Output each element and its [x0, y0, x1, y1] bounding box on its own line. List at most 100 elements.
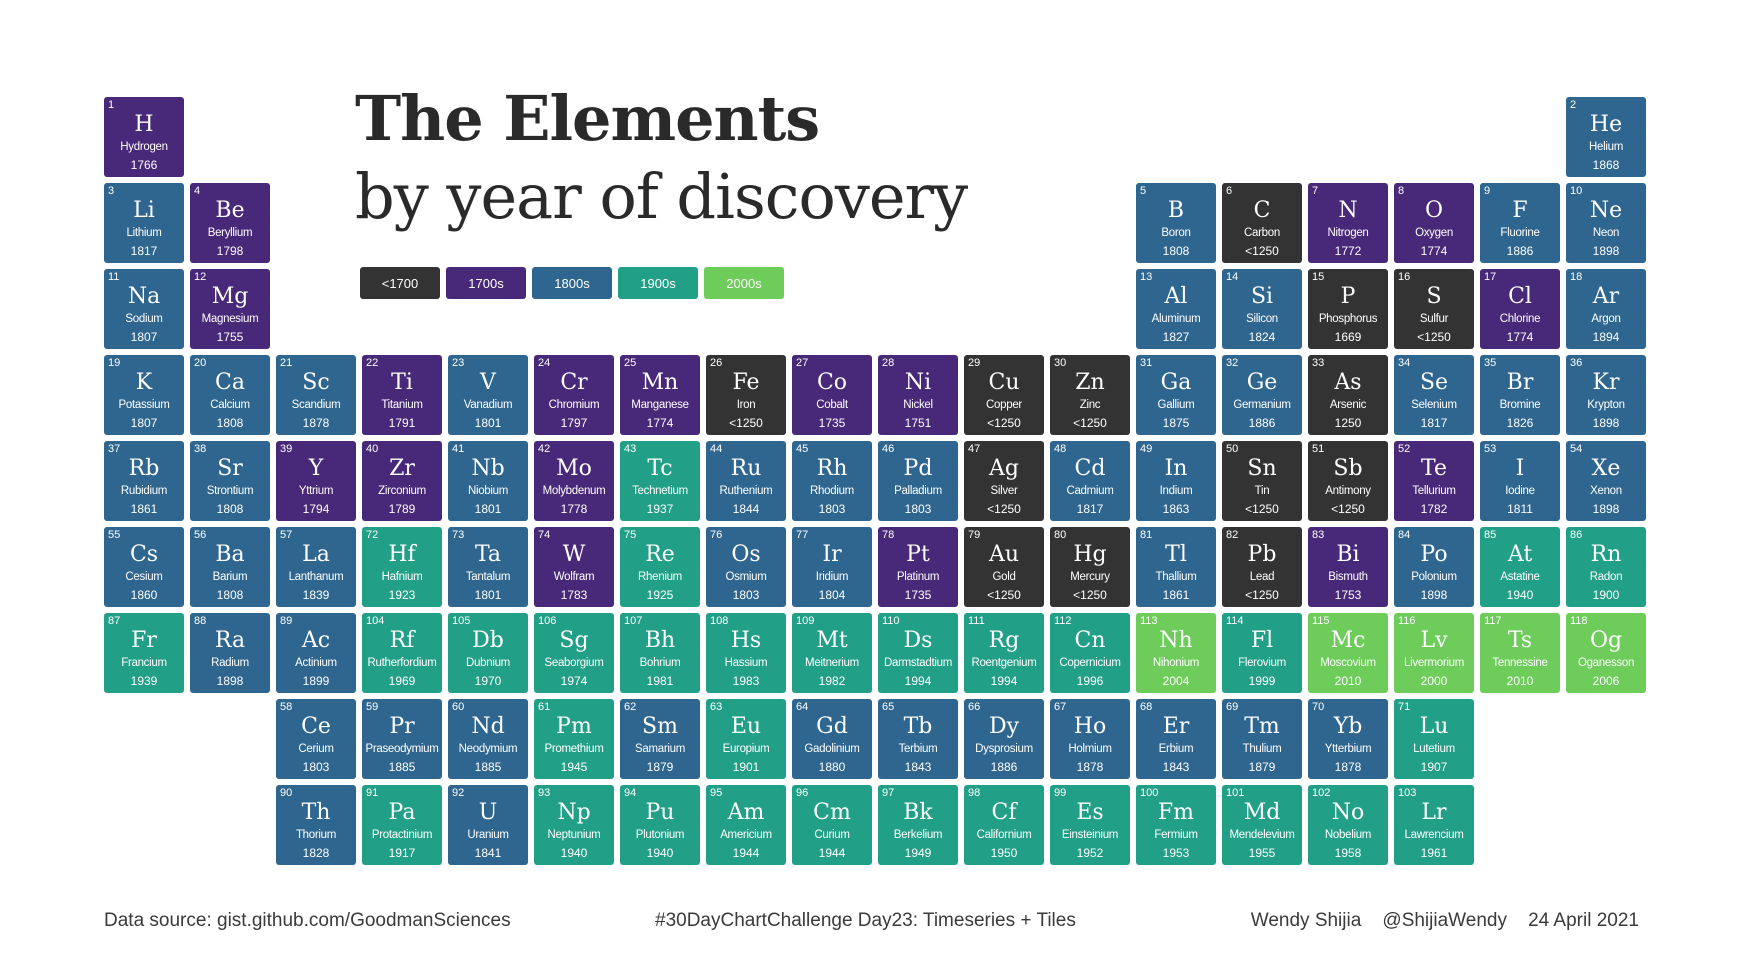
atomic-number: 28 — [882, 357, 895, 369]
atomic-number: 6 — [1226, 185, 1233, 197]
element-name: Scandium — [291, 399, 341, 411]
element-symbol: Au — [988, 542, 1020, 567]
discovery-year: 1863 — [1162, 502, 1190, 516]
element-tile-cd: 48 Cd Cadmium 1817 — [1050, 441, 1130, 521]
element-symbol: Ru — [730, 456, 762, 481]
element-tile-pr: 59 Pr Praseodymium 1885 — [362, 699, 442, 779]
discovery-year: 1898 — [1592, 244, 1620, 258]
element-tile-pd: 46 Pd Palladium 1803 — [878, 441, 958, 521]
element-symbol: Ca — [215, 370, 245, 395]
element-tile-yb: 70 Yb Ytterbium 1878 — [1308, 699, 1388, 779]
element-symbol: Mt — [816, 628, 848, 653]
element-name: Berkelium — [893, 829, 943, 841]
discovery-year: 1841 — [474, 846, 502, 860]
atomic-number: 87 — [108, 615, 121, 627]
discovery-year: 1944 — [818, 846, 846, 860]
discovery-year: 1807 — [130, 330, 158, 344]
element-name: Francium — [121, 657, 167, 669]
discovery-year: 1879 — [646, 760, 674, 774]
element-name: Ytterbium — [1324, 743, 1372, 755]
atomic-number: 46 — [882, 443, 895, 455]
element-tile-zn: 30 Zn Zinc <1250 — [1050, 355, 1130, 435]
discovery-year: 2006 — [1592, 674, 1620, 688]
element-name: Lithium — [126, 227, 162, 239]
element-symbol: Md — [1243, 800, 1281, 825]
element-tile-br: 35 Br Bromine 1826 — [1480, 355, 1560, 435]
element-symbol: Tl — [1165, 542, 1187, 567]
element-name: Gadolinium — [804, 743, 860, 755]
element-symbol: Na — [127, 284, 161, 309]
element-name: Aluminum — [1151, 313, 1201, 325]
element-tile-he: 2 He Helium 1868 — [1566, 97, 1646, 177]
discovery-year: 1801 — [474, 588, 502, 602]
element-tile-md: 101 Md Mendelevium 1955 — [1222, 785, 1302, 865]
discovery-year: 1940 — [646, 846, 674, 860]
atomic-number: 108 — [710, 615, 729, 627]
element-tile-p: 15 P Phosphorus 1669 — [1308, 269, 1388, 349]
discovery-year: 1669 — [1334, 330, 1362, 344]
atomic-number: 115 — [1312, 615, 1330, 627]
element-tile-kr: 36 Kr Krypton 1898 — [1566, 355, 1646, 435]
element-tile-ar: 18 Ar Argon 1894 — [1566, 269, 1646, 349]
element-name: Thorium — [295, 829, 337, 841]
element-name: Meitnerium — [805, 657, 859, 669]
element-symbol: C — [1253, 198, 1271, 223]
discovery-year: 1983 — [732, 674, 760, 688]
atomic-number: 15 — [1312, 271, 1325, 283]
discovery-year: 1868 — [1592, 158, 1620, 172]
element-symbol: P — [1340, 284, 1356, 309]
element-symbol: Ds — [903, 628, 933, 653]
element-tile-mo: 42 Mo Molybdenum 1778 — [534, 441, 614, 521]
atomic-number: 11 — [108, 271, 120, 283]
element-name: Sulfur — [1419, 313, 1449, 325]
discovery-year: 1860 — [130, 588, 158, 602]
element-tile-bi: 83 Bi Bismuth 1753 — [1308, 527, 1388, 607]
atomic-number: 73 — [452, 529, 465, 541]
discovery-year: 1861 — [1162, 588, 1190, 602]
element-symbol: Tc — [647, 456, 673, 481]
discovery-year: 1774 — [1506, 330, 1534, 344]
atomic-number: 59 — [366, 701, 379, 713]
element-name: Protactinium — [371, 829, 433, 841]
discovery-year: 1774 — [646, 416, 674, 430]
discovery-year: 1923 — [388, 588, 416, 602]
element-tile-sb: 51 Sb Antimony <1250 — [1308, 441, 1388, 521]
element-name: Palladium — [894, 485, 942, 497]
atomic-number: 31 — [1140, 357, 1153, 369]
atomic-number: 86 — [1570, 529, 1583, 541]
discovery-year: 1817 — [1076, 502, 1104, 516]
discovery-year: <1250 — [1331, 502, 1365, 516]
element-symbol: In — [1164, 456, 1188, 481]
element-name: Manganese — [631, 399, 689, 411]
element-symbol: B — [1167, 198, 1185, 223]
element-name: Tellurium — [1412, 485, 1456, 497]
atomic-number: 97 — [882, 787, 895, 799]
element-name: Samarium — [634, 743, 685, 755]
element-name: Yttrium — [298, 485, 334, 497]
atomic-number: 62 — [624, 701, 637, 713]
element-tile-ho: 67 Ho Holmium 1878 — [1050, 699, 1130, 779]
element-tile-mn: 25 Mn Manganese 1774 — [620, 355, 700, 435]
element-symbol: Nh — [1159, 628, 1193, 653]
atomic-number: 29 — [968, 357, 981, 369]
atomic-number: 37 — [108, 443, 121, 455]
atomic-number: 3 — [108, 185, 115, 197]
element-name: Silicon — [1246, 313, 1278, 325]
discovery-year: 1807 — [130, 416, 158, 430]
element-symbol: Ga — [1160, 370, 1192, 395]
element-tile-er: 68 Er Erbium 1843 — [1136, 699, 1216, 779]
element-symbol: Tm — [1244, 714, 1280, 739]
element-symbol: Nd — [471, 714, 505, 739]
legend-item-1900s: 1900s — [618, 267, 698, 299]
element-name: Neptunium — [547, 829, 601, 841]
discovery-year: 1783 — [560, 588, 588, 602]
element-symbol: Si — [1250, 284, 1274, 309]
element-tile-lv: 116 Lv Livermorium 2000 — [1394, 613, 1474, 693]
atomic-number: 70 — [1312, 701, 1325, 713]
atomic-number: 116 — [1398, 615, 1416, 627]
element-symbol: Mo — [556, 456, 592, 481]
element-symbol: Cf — [991, 800, 1017, 825]
element-tile-li: 3 Li Lithium 1817 — [104, 183, 184, 263]
element-symbol: Re — [645, 542, 675, 567]
discovery-year: 1940 — [560, 846, 588, 860]
